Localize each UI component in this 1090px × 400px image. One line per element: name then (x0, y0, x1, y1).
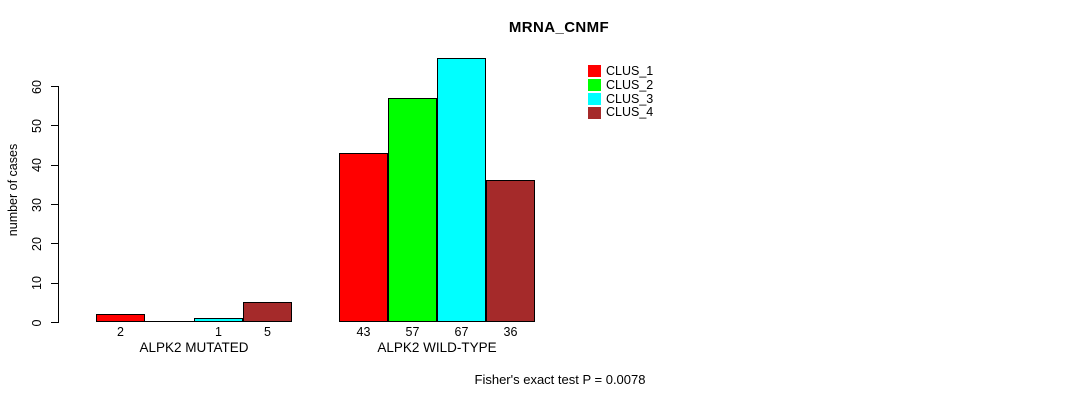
y-axis-tick-label: 20 (30, 236, 44, 251)
legend-item-clus-2: CLUS_2 (588, 79, 653, 92)
legend-label: CLUS_1 (606, 64, 654, 78)
y-axis-tick (51, 164, 58, 166)
bar-clus-3-alpk2-wild-type (437, 58, 486, 322)
y-axis-tick (51, 243, 58, 245)
y-axis-tick-label: 60 (30, 79, 44, 94)
y-axis-tick (51, 125, 58, 127)
bar-clus-2-alpk2-mutated (145, 321, 194, 322)
chart-title: MRNA_CNMF (508, 19, 610, 36)
bar-clus-3-alpk2-mutated (194, 318, 243, 322)
legend-label: CLUS_4 (606, 105, 654, 120)
bar-value-label: 1 (215, 325, 222, 339)
bar-clus-1-alpk2-wild-type (339, 152, 388, 322)
y-axis-tick (51, 322, 58, 323)
bar-value-label: 43 (356, 325, 371, 339)
y-axis-tick (51, 282, 58, 284)
legend-swatch (588, 65, 601, 78)
y-axis-tick-label: 30 (30, 197, 44, 212)
y-axis-tick-label: 50 (30, 118, 44, 133)
bar-value-label: 67 (454, 325, 469, 339)
legend-swatch (588, 79, 601, 92)
legend-item-clus-1: CLUS_1 (588, 65, 653, 78)
legend-swatch (588, 92, 601, 105)
bar-value-label: 36 (503, 325, 518, 339)
footnote-fisher-test: Fisher's exact test P = 0.0078 (474, 372, 646, 387)
legend-item-clus-3: CLUS_3 (588, 93, 653, 106)
y-axis-line (58, 86, 59, 323)
x-category-label-alpk2-wild-type: ALPK2 WILD-TYPE (377, 340, 497, 355)
bar-clus-1-alpk2-mutated (96, 314, 145, 322)
bar-value-label: 5 (264, 325, 271, 339)
bar-clus-4-alpk2-wild-type (486, 180, 535, 322)
y-axis-tick-label: 0 (30, 319, 44, 326)
legend-item-clus-4: CLUS_4 (588, 106, 653, 119)
bar-clus-2-alpk2-wild-type (388, 97, 437, 322)
bar-clus-4-alpk2-mutated (243, 302, 292, 322)
y-axis-tick-label: 10 (30, 276, 44, 291)
y-axis-tick-label: 40 (30, 158, 44, 173)
y-axis-tick (51, 204, 58, 205)
legend-swatch (588, 106, 601, 119)
x-category-label-alpk2-mutated: ALPK2 MUTATED (139, 340, 249, 355)
bar-value-label: 57 (405, 325, 420, 339)
legend-label: CLUS_2 (606, 77, 654, 92)
bar-value-label: 2 (117, 325, 124, 339)
y-axis-tick (51, 86, 58, 87)
legend-label: CLUS_3 (606, 91, 654, 106)
